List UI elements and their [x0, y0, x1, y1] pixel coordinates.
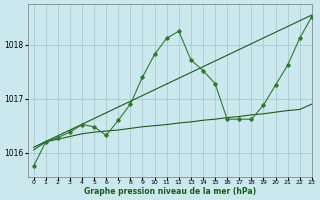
X-axis label: Graphe pression niveau de la mer (hPa): Graphe pression niveau de la mer (hPa): [84, 187, 256, 196]
